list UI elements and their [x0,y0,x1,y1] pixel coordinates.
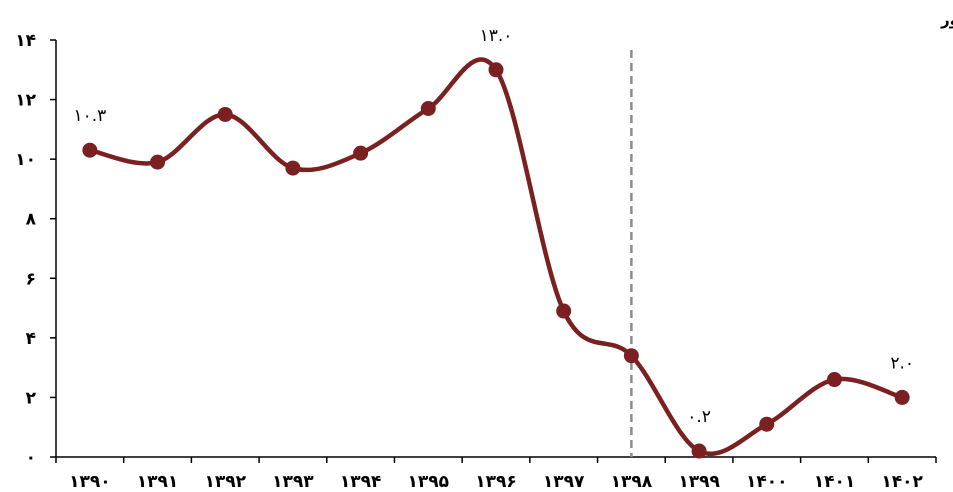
y-tick-label: ۱۲ [15,91,36,111]
data-label: ۰.۲ [687,407,711,427]
x-tick-label: ۱۳۹۹ [678,472,720,492]
data-point [82,142,98,158]
data-point [353,145,369,161]
y-axis: ۰ ۲ ۴ ۶ ۸ ۱۰ ۱۲ ۱۴ [15,31,57,468]
x-tick-label: ۱۳۹۷ [543,472,585,492]
data-point [691,443,707,459]
marker-annotation: قانون حداکثر استفاده از توان تولیدی و خد… [940,11,953,29]
data-points [82,62,910,459]
data-point [217,106,233,122]
x-tick-label: ۱۴۰۲ [881,472,923,492]
x-tick-label: ۱۳۹۰ [69,472,111,492]
x-tick-label: ۱۳۹۱ [137,472,179,492]
data-point [826,372,842,388]
y-tick-label: ۱۰ [15,150,36,170]
y-tick-label: ۴ [26,329,36,349]
y-tick-label: ۱۴ [15,31,36,51]
y-tick-label: ۸ [26,210,37,230]
data-labels: ۱۰.۳ ۱۳.۰ ۰.۲ ۲.۰ [73,26,914,427]
data-point [420,101,436,117]
data-point [759,416,775,432]
x-tick-label: ۱۴۰۱ [814,472,856,492]
y-tick-label: ۲ [26,388,37,408]
data-label: ۲.۰ [890,353,914,373]
data-point [894,389,910,405]
data-point [623,348,639,364]
data-point [556,303,572,319]
data-label: ۱۳.۰ [480,26,513,46]
data-point [150,154,166,170]
series-line [87,57,905,457]
x-tick-label: ۱۳۹۲ [204,472,246,492]
y-tick-label: ۰ [26,448,36,468]
x-tick-label: ۱۳۹۳ [272,472,314,492]
x-tick-label: ۱۳۹۴ [340,472,382,492]
data-label: ۱۰.۳ [73,106,106,126]
y-tick-label: ۶ [26,269,36,289]
x-tick-label: ۱۳۹۸ [611,472,653,492]
data-point [285,160,301,176]
series [87,57,905,457]
data-point [488,62,504,78]
x-tick-label: ۱۴۰۰ [746,472,788,492]
x-tick-label: ۱۳۹۶ [475,472,517,492]
x-axis: ۱۳۹۰ ۱۳۹۱ ۱۳۹۲ ۱۳۹۳ ۱۳۹۴ ۱۳۹۵ ۱۳۹۶ ۱۳۹۷ ۱۳۹۸ ۱۳۹۹… [55,456,937,492]
x-tick-label: ۱۳۹۵ [408,472,450,492]
